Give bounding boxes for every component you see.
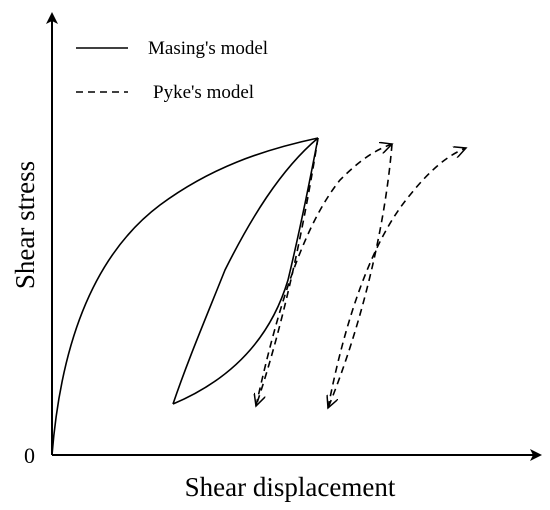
masing-reloading-branch: [172, 137, 319, 405]
legend-pyke-label: Pyke's model: [153, 82, 254, 103]
pyke-unloading-1: [256, 137, 319, 406]
y-axis-label: Shear stress: [10, 161, 40, 289]
origin-label: 0: [24, 443, 35, 468]
pyke-reloading-2: [327, 148, 466, 409]
masing-model-curves: [51, 137, 319, 456]
axes: [46, 12, 542, 461]
masing-unloading-branch: [172, 137, 319, 405]
masing-virgin-curve: [51, 137, 319, 456]
pyke-unloading-2: [328, 143, 393, 408]
pyke-model-curves: [255, 137, 466, 409]
pyke-reloading-1: [255, 144, 392, 407]
legend: Masing's model Pyke's model: [76, 38, 268, 103]
x-axis-label: Shear displacement: [185, 472, 396, 502]
legend-masing-label: Masing's model: [148, 38, 268, 59]
